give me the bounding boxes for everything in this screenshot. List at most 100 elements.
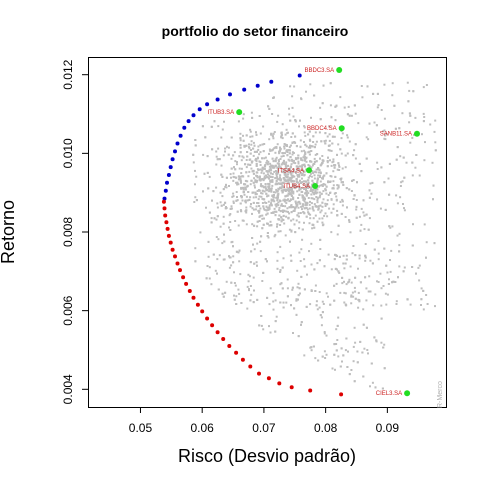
- simulated-point: [326, 203, 329, 206]
- simulated-point: [275, 315, 278, 318]
- simulated-point: [434, 141, 437, 144]
- simulated-point: [207, 240, 210, 243]
- simulated-point: [279, 245, 282, 248]
- simulated-point: [341, 198, 344, 201]
- frontier-upper-point: [163, 188, 168, 193]
- simulated-point: [275, 174, 278, 177]
- simulated-point: [380, 166, 383, 169]
- simulated-point: [299, 187, 302, 190]
- simulated-point: [344, 154, 347, 157]
- simulated-point: [287, 187, 290, 190]
- simulated-point: [323, 332, 326, 335]
- simulated-point: [415, 272, 417, 275]
- simulated-point: [389, 259, 391, 261]
- simulated-point: [357, 122, 360, 125]
- simulated-point: [310, 150, 313, 152]
- y-tick-label: 0.008: [61, 217, 75, 247]
- asset-point: [306, 167, 312, 174]
- simulated-point: [242, 139, 245, 142]
- frontier-lower-point: [277, 381, 282, 386]
- simulated-point: [422, 308, 425, 311]
- simulated-point: [302, 211, 305, 214]
- simulated-point: [399, 155, 402, 158]
- simulated-point: [239, 273, 242, 276]
- simulated-point: [260, 185, 263, 188]
- simulated-point: [384, 134, 387, 137]
- simulated-point: [293, 168, 295, 171]
- simulated-point: [282, 189, 285, 192]
- simulated-point: [258, 205, 261, 207]
- simulated-point: [270, 188, 273, 191]
- simulated-point: [322, 177, 324, 180]
- simulated-point: [208, 277, 211, 280]
- simulated-point: [326, 135, 329, 138]
- frontier-upper-point: [242, 87, 247, 92]
- simulated-point: [368, 217, 371, 220]
- simulated-point: [301, 165, 304, 168]
- simulated-point: [279, 179, 282, 182]
- simulated-point: [349, 265, 352, 268]
- simulated-point: [304, 203, 307, 206]
- frontier-upper-point: [178, 133, 183, 138]
- simulated-point: [266, 235, 269, 237]
- simulated-point: [284, 234, 287, 237]
- simulated-point: [292, 198, 295, 201]
- simulated-point: [314, 143, 317, 146]
- simulated-point: [264, 156, 267, 159]
- simulated-point: [259, 161, 262, 164]
- simulated-point: [271, 179, 274, 182]
- simulated-point: [346, 366, 349, 368]
- simulated-point: [289, 179, 292, 182]
- simulated-point: [383, 247, 386, 250]
- simulated-point: [310, 197, 313, 200]
- simulated-point: [309, 166, 312, 169]
- simulated-point: [280, 204, 283, 207]
- simulated-point: [264, 201, 266, 204]
- simulated-point: [309, 160, 312, 163]
- simulated-point: [275, 196, 278, 199]
- simulated-point: [271, 173, 274, 176]
- simulated-point: [224, 150, 226, 153]
- simulated-point: [300, 191, 303, 193]
- simulated-point: [317, 207, 320, 210]
- simulated-point: [353, 286, 356, 289]
- simulated-point: [334, 164, 337, 167]
- simulated-point: [230, 157, 233, 160]
- simulated-point: [291, 182, 294, 185]
- simulated-point: [297, 166, 300, 169]
- simulated-point: [268, 148, 271, 151]
- frontier-lower-point: [266, 376, 271, 381]
- simulated-point: [199, 231, 202, 234]
- simulated-point: [284, 152, 286, 155]
- simulated-point: [321, 184, 324, 187]
- simulated-point: [263, 157, 266, 160]
- simulated-point: [261, 227, 264, 230]
- simulated-point: [291, 141, 294, 144]
- simulated-point: [267, 182, 270, 185]
- simulated-point: [250, 140, 253, 143]
- simulated-point: [380, 317, 383, 320]
- simulated-point: [249, 205, 252, 208]
- simulated-point: [298, 189, 301, 192]
- simulated-point: [364, 256, 367, 259]
- simulated-point: [316, 179, 319, 182]
- simulated-point: [339, 148, 342, 151]
- frontier-upper-point: [168, 165, 173, 170]
- simulated-point: [329, 159, 331, 162]
- simulated-point: [343, 301, 346, 304]
- simulated-point: [311, 227, 314, 230]
- simulated-point: [234, 284, 237, 287]
- simulated-point: [205, 206, 207, 209]
- simulated-point: [377, 281, 380, 283]
- simulated-point: [282, 306, 285, 309]
- simulated-point: [294, 120, 297, 123]
- simulated-point: [239, 139, 242, 142]
- simulated-point: [303, 200, 306, 203]
- asset-point: [338, 125, 345, 132]
- simulated-point: [259, 250, 262, 253]
- simulated-point: [267, 105, 270, 108]
- simulated-point: [306, 190, 309, 193]
- simulated-point: [223, 120, 225, 123]
- simulated-point: [402, 270, 405, 273]
- frontier-lower-point: [170, 247, 175, 252]
